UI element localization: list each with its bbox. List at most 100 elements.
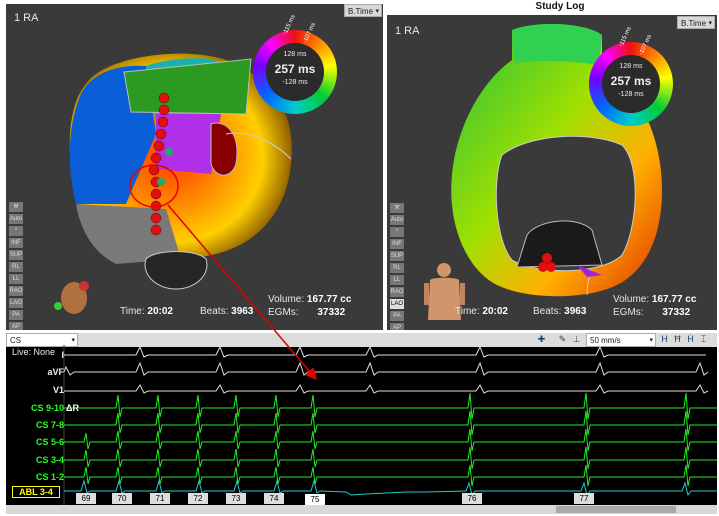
scrollbar-thumb[interactable] bbox=[556, 506, 676, 513]
view-btn-ap[interactable]: AP bbox=[9, 322, 23, 330]
volume-value: 167.77 cc bbox=[306, 294, 352, 305]
channel-label-aVF[interactable]: aVF bbox=[47, 367, 64, 377]
left-time-readout: Time: 20:02 bbox=[120, 306, 173, 317]
ring-center-value: 257 ms bbox=[610, 74, 652, 88]
chevron-down-icon: ▾ bbox=[71, 337, 75, 344]
beat-number[interactable]: 71 bbox=[150, 493, 170, 504]
beats-label: Beats: bbox=[533, 306, 562, 317]
view-btn-pa[interactable]: PA bbox=[9, 310, 23, 320]
chevron-down-icon: ▾ bbox=[649, 337, 653, 344]
left-heart-map[interactable] bbox=[6, 4, 383, 330]
ring-top-value: 128 ms bbox=[619, 63, 643, 70]
left-beats-readout: Beats: 3963 bbox=[200, 306, 253, 317]
view-btn-inf[interactable]: INF bbox=[9, 238, 23, 248]
beat-number[interactable]: 70 bbox=[112, 493, 132, 504]
trace-V1 bbox=[64, 384, 709, 394]
channel-label-cs-7-8[interactable]: CS 7-8 bbox=[35, 420, 64, 430]
channel-label-abl-3-4[interactable]: ABL 3-4 bbox=[12, 486, 60, 498]
view-btn-ap[interactable]: AP bbox=[390, 323, 404, 330]
volume-label: Volume: bbox=[613, 294, 650, 305]
caliper-icon[interactable]: ✎ bbox=[558, 334, 567, 344]
channel-label-V1[interactable]: V1 bbox=[52, 385, 64, 395]
channel-group-dropdown[interactable]: CS ▾ bbox=[6, 333, 78, 347]
view-btn-auto[interactable]: Auto bbox=[9, 214, 23, 224]
delta-r-marker: ΔR bbox=[66, 403, 79, 413]
beat-number[interactable]: 77 bbox=[574, 493, 594, 504]
left-volume-readout: Volume: 167.77 cc bbox=[268, 294, 351, 305]
time-value: 20:02 bbox=[147, 306, 173, 317]
channel-label-I[interactable]: I bbox=[61, 350, 64, 360]
trace-CS78 bbox=[64, 410, 717, 436]
h-marker-icon[interactable]: Ḣ bbox=[687, 334, 694, 344]
ring-top-value: 128 ms bbox=[283, 51, 307, 58]
right-volume-readout: Volume: 167.77 cc bbox=[613, 294, 696, 305]
trace-I bbox=[64, 345, 706, 358]
right-view-title: 1 RA bbox=[395, 25, 420, 37]
marker-icon[interactable]: ⊥ bbox=[572, 334, 581, 344]
view-btn-star[interactable]: * bbox=[9, 226, 23, 236]
view-btn-ll[interactable]: LL bbox=[390, 275, 404, 285]
view-btn-rl[interactable]: RL bbox=[9, 262, 23, 272]
i-beam-icon[interactable]: ⌶ bbox=[700, 334, 707, 344]
egms-label: EGMs: bbox=[613, 307, 644, 318]
view-btn-rl[interactable]: RL bbox=[390, 263, 404, 273]
torso-orientation-icon bbox=[424, 263, 465, 320]
beat-number[interactable]: 69 bbox=[76, 493, 96, 504]
tool-icon[interactable]: ⚒ bbox=[9, 202, 23, 212]
beat-number[interactable]: 73 bbox=[226, 493, 246, 504]
beat-number[interactable]: 74 bbox=[264, 493, 284, 504]
horizontal-scrollbar[interactable] bbox=[6, 505, 717, 514]
beat-number[interactable]: 72 bbox=[188, 493, 208, 504]
right-time-readout: Time: 20:02 bbox=[455, 306, 508, 317]
view-btn-pa[interactable]: PA bbox=[390, 311, 404, 321]
view-btn-inf[interactable]: INF bbox=[390, 239, 404, 249]
live-status: Live: None bbox=[12, 347, 56, 357]
right-btime-dropdown[interactable]: B.Time ▾ bbox=[677, 16, 715, 29]
view-btn-sup[interactable]: SUP bbox=[390, 251, 404, 261]
tool-icon[interactable]: ⚒ bbox=[390, 203, 404, 213]
right-beats-readout: Beats: 3963 bbox=[533, 306, 586, 317]
view-btn-sup[interactable]: SUP bbox=[9, 250, 23, 260]
trace-CS56 bbox=[64, 428, 717, 452]
channel-label-cs-3-4[interactable]: CS 3-4 bbox=[35, 455, 64, 465]
sweep-speed-dropdown[interactable]: 50 mm/s ▾ bbox=[586, 333, 656, 347]
h-icon[interactable]: H bbox=[661, 334, 668, 344]
view-btn-ll[interactable]: LL bbox=[9, 274, 23, 284]
left-btime-dropdown[interactable]: B.Time ▾ bbox=[344, 4, 382, 17]
right-view-buttons: ⚒ Auto * INF SUP RL LL RAO LAO PA AP bbox=[390, 203, 404, 330]
channel-label-cs-5-6[interactable]: CS 5-6 bbox=[35, 437, 64, 447]
view-btn-lao[interactable]: LAO bbox=[390, 299, 404, 309]
trace-aVF bbox=[63, 361, 709, 376]
chevron-down-icon: ▾ bbox=[708, 20, 712, 27]
trace-CS12 bbox=[64, 464, 717, 487]
chevron-down-icon: ▾ bbox=[375, 8, 379, 15]
view-btn-rao[interactable]: RAO bbox=[390, 287, 404, 297]
left-3d-map-view[interactable]: 1 RA B.Time ▾ bbox=[6, 4, 383, 330]
trace-CS910 bbox=[64, 392, 717, 420]
volume-label: Volume: bbox=[268, 294, 305, 305]
view-btn-star[interactable]: * bbox=[390, 227, 404, 237]
study-log-header: Study Log bbox=[535, 1, 585, 12]
channel-label-cs-1-2[interactable]: CS 1-2 bbox=[35, 472, 64, 482]
time-label: Time: bbox=[455, 306, 480, 317]
beats-value: 3963 bbox=[231, 306, 254, 317]
h-split-icon[interactable]: Ħ bbox=[674, 334, 681, 344]
beat-number[interactable]: 76 bbox=[462, 493, 482, 504]
trace-CS34 bbox=[64, 446, 717, 470]
channel-label-cs-9-10[interactable]: CS 9-10 bbox=[30, 403, 64, 413]
ring-bottom-value: -128 ms bbox=[618, 91, 644, 98]
volume-value: 167.77 cc bbox=[651, 294, 697, 305]
left-view-buttons: ⚒ Auto * INF SUP RL LL RAO LAO PA AP bbox=[9, 202, 23, 330]
view-btn-auto[interactable]: Auto bbox=[390, 215, 404, 225]
beats-label: Beats: bbox=[200, 306, 229, 317]
view-btn-rao[interactable]: RAO bbox=[9, 286, 23, 296]
ecg-traces[interactable] bbox=[6, 345, 717, 505]
right-egms-readout: EGMs: 37332 bbox=[613, 307, 690, 318]
right-time-color-ring: 128 ms 257 ms -128 ms -115 ms -107 ms bbox=[589, 26, 673, 126]
ecg-tracing-area[interactable] bbox=[6, 333, 717, 509]
view-btn-lao[interactable]: LAO bbox=[9, 298, 23, 308]
right-3d-map-view[interactable]: 1 RA B.Time ▾ 128 ms 257 ms bbox=[387, 15, 717, 330]
time-value: 20:02 bbox=[482, 306, 508, 317]
annotate-icon[interactable]: ✚ bbox=[537, 334, 546, 344]
sweep-speed-label: 50 mm/s bbox=[590, 336, 621, 345]
